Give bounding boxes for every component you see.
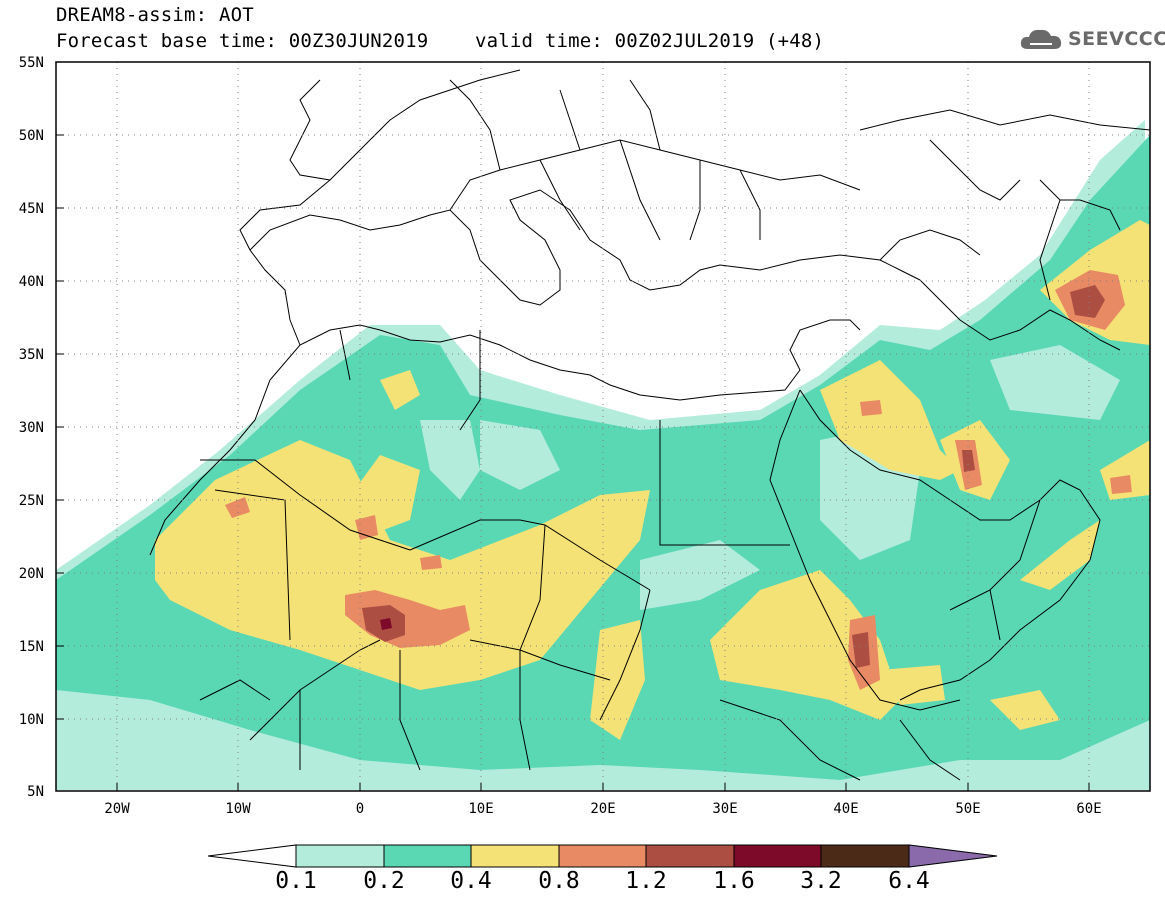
forecast-time-subtitle: Forecast base time: 00Z30JUN2019 valid t… [56,30,825,52]
colorbar-box-1 [383,844,472,868]
colorbar-extend-low [207,844,297,868]
colorbar-label-0.2: 0.2 [363,868,405,894]
lon-label-20w: 20W [104,801,130,817]
latitude-labels: 55N 50N 45N 40N 35N 30N 25N 20N 15N 10N … [19,55,44,800]
colorbar-label-0.4: 0.4 [450,868,492,894]
lon-label-30e: 30E [712,801,737,817]
lat-label-10n: 10N [19,712,44,728]
lat-label-15n: 15N [19,639,44,655]
coastlines-and-borders [149,69,1150,781]
lon-label-20e: 20E [590,801,615,817]
colorbar-box-5 [733,844,822,868]
colorbar-box-2 [470,844,560,868]
colorbar-box-6 [820,844,910,868]
lat-label-40n: 40N [19,274,44,290]
lat-label-35n: 35N [19,347,44,363]
colorbar-box-4 [645,844,735,868]
lat-label-50n: 50N [19,128,44,144]
colorbar-box-3 [558,844,647,868]
grid-lines [56,62,1150,791]
aot-contour-1.6 [380,618,392,630]
longitude-labels: 20W 10W 0 10E 20E 30E 40E 50E 60E [104,801,1101,817]
lon-label-50e: 50E [955,801,980,817]
colorbar [207,844,998,868]
lat-label-30n: 30N [19,420,44,436]
seevccc-logo: SEEVCCC [1068,28,1165,50]
lat-label-5n: 5N [27,784,44,800]
lat-label-55n: 55N [19,55,44,71]
lon-label-10e: 10E [468,801,493,817]
lat-label-25n: 25N [19,493,44,509]
aot-contour-0.4 [155,440,650,690]
lon-label-60e: 60E [1076,801,1101,817]
lat-label-45n: 45N [19,201,44,217]
colorbar-box-0 [295,844,385,868]
colorbar-label-0.1: 0.1 [275,868,317,894]
lat-label-20n: 20N [19,566,44,582]
lon-label-10w: 10W [225,801,251,817]
colorbar-label-1.6: 1.6 [713,868,755,894]
map-ticks [56,61,1090,792]
aot-field [56,120,1150,790]
colorbar-label-3.2: 3.2 [800,868,842,894]
colorbar-extend-high [908,844,998,868]
lon-label-40e: 40E [833,801,858,817]
chart-title: DREAM8-assim: AOT [56,4,254,26]
colorbar-label-0.8: 0.8 [538,868,580,894]
cloud-icon [1020,29,1062,49]
colorbar-label-6.4: 6.4 [888,868,930,894]
colorbar-label-1.2: 1.2 [625,868,667,894]
lon-label-0: 0 [356,801,364,817]
